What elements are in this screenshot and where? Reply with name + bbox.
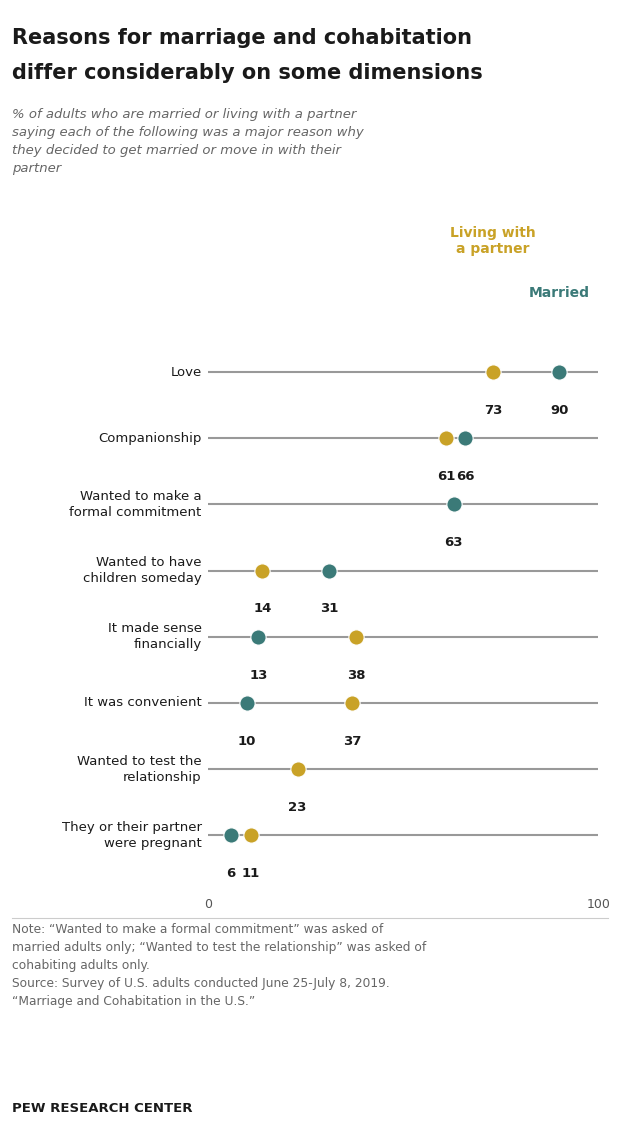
- Text: 11: 11: [242, 868, 260, 880]
- Text: 38: 38: [347, 668, 365, 682]
- Text: 90: 90: [550, 404, 569, 417]
- Text: Married: Married: [529, 286, 590, 300]
- Text: 14: 14: [253, 602, 272, 616]
- Text: PEW RESEARCH CENTER: PEW RESEARCH CENTER: [12, 1102, 193, 1115]
- Text: Wanted to make a
formal commitment: Wanted to make a formal commitment: [69, 490, 202, 519]
- Text: It made sense
financially: It made sense financially: [107, 622, 202, 651]
- Text: 10: 10: [237, 735, 256, 748]
- Text: 66: 66: [456, 470, 475, 483]
- Text: 63: 63: [445, 536, 463, 549]
- Text: Note: “Wanted to make a formal commitment” was asked of
married adults only; “Wa: Note: “Wanted to make a formal commitmen…: [12, 923, 427, 1009]
- Text: Reasons for marriage and cohabitation: Reasons for marriage and cohabitation: [12, 28, 472, 49]
- Text: 61: 61: [436, 470, 455, 483]
- Text: 13: 13: [249, 668, 268, 682]
- Text: They or their partner
were pregnant: They or their partner were pregnant: [61, 821, 202, 849]
- Text: Wanted to have
children someday: Wanted to have children someday: [82, 556, 202, 585]
- Text: % of adults who are married or living with a partner
saying each of the followin: % of adults who are married or living wi…: [12, 108, 364, 176]
- Text: 23: 23: [288, 801, 307, 814]
- Text: differ considerably on some dimensions: differ considerably on some dimensions: [12, 63, 483, 83]
- Text: 6: 6: [226, 868, 236, 880]
- Text: Love: Love: [170, 366, 202, 378]
- Text: Living with
a partner: Living with a partner: [450, 227, 536, 256]
- Text: 73: 73: [484, 404, 502, 417]
- Text: It was convenient: It was convenient: [84, 697, 202, 709]
- Text: 31: 31: [319, 602, 338, 616]
- Text: Wanted to test the
relationship: Wanted to test the relationship: [77, 755, 202, 783]
- Text: 37: 37: [343, 735, 361, 748]
- Text: Companionship: Companionship: [98, 432, 202, 445]
